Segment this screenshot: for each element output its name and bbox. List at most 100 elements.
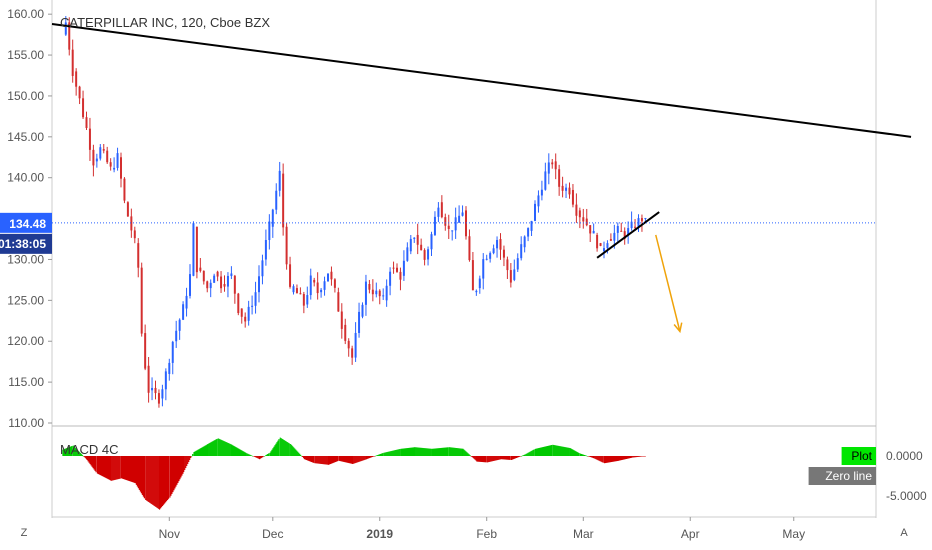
candle-body	[82, 98, 85, 118]
candle-body	[223, 284, 226, 287]
macd-bar	[529, 451, 531, 456]
macd-bar	[360, 456, 362, 462]
candle-body	[385, 285, 388, 301]
macd-bar	[140, 456, 142, 494]
candle-body	[392, 267, 395, 269]
auto-scale-button[interactable]: A	[900, 527, 908, 539]
macd-bar	[295, 449, 297, 456]
macd-bar	[503, 456, 505, 460]
macd-bar	[604, 456, 606, 464]
macd-bar	[348, 456, 350, 464]
macd-bar	[263, 456, 265, 457]
macd-bar	[174, 456, 176, 489]
macd-bar	[279, 437, 281, 456]
macd-bar	[274, 445, 276, 456]
macd-bar	[533, 449, 535, 456]
candle-body	[516, 258, 519, 270]
macd-bar	[523, 454, 526, 456]
macd-bar	[563, 446, 565, 456]
candle-body	[433, 216, 436, 235]
macd-bar	[153, 456, 155, 506]
macd-bar	[129, 456, 131, 482]
axes: 160.00155.00150.00145.00140.00135.00130.…	[0, 7, 927, 541]
macd-bar	[466, 452, 468, 456]
macd-bar	[586, 456, 589, 457]
macd-bar	[148, 456, 150, 503]
countdown-label: 01:38:05	[0, 237, 46, 251]
macd-bar	[619, 456, 621, 461]
drawings[interactable]	[51, 22, 912, 334]
macd-bar	[88, 456, 90, 463]
macd-bar	[390, 451, 392, 456]
candle-body	[233, 275, 236, 294]
macd-bar	[421, 447, 423, 456]
candle-body	[216, 271, 219, 277]
macd-bar	[357, 456, 359, 463]
macd-bar	[217, 438, 219, 456]
macd-bar	[612, 456, 614, 462]
candle-body	[430, 234, 433, 250]
candle-body	[447, 225, 450, 230]
macd-bar	[413, 447, 415, 456]
macd-bar	[483, 456, 485, 463]
macd-bar	[80, 453, 82, 456]
macd-bar	[488, 456, 490, 462]
macd-bar	[350, 456, 352, 464]
candle-body	[364, 281, 367, 305]
candle-body	[547, 162, 550, 174]
macd-bar	[485, 456, 487, 463]
candle-body	[309, 275, 312, 296]
macd-bar	[369, 456, 372, 458]
macd-bar	[280, 438, 282, 456]
macd-bar	[139, 456, 141, 492]
macd-bar	[501, 456, 503, 460]
macd-bar	[327, 456, 329, 465]
macd-bar	[484, 456, 486, 463]
macd-bar	[255, 456, 257, 458]
last-price-tag	[0, 212, 52, 233]
candle-body	[258, 276, 260, 293]
candle-body	[347, 340, 350, 349]
macd-bar	[235, 447, 237, 456]
macd-bar	[246, 453, 248, 456]
price-tick-label: 125.00	[7, 293, 44, 307]
candle-body	[558, 169, 561, 187]
macd-bar	[636, 456, 638, 458]
macd-bar	[460, 448, 462, 456]
last-price-label: 134.48	[9, 217, 46, 231]
macd-bar	[173, 456, 175, 491]
macd-bar	[589, 456, 592, 458]
macd-bar	[64, 448, 66, 456]
macd-bar	[544, 446, 546, 456]
macd-bar	[374, 455, 377, 457]
macd-bar	[513, 456, 516, 459]
macd-bar	[86, 456, 88, 460]
macd-bar	[463, 449, 465, 456]
candle-body	[126, 202, 129, 217]
candle-body	[544, 171, 547, 190]
macd-bar	[221, 440, 223, 456]
macd-bar	[247, 453, 249, 456]
macd-bar	[335, 456, 337, 462]
macd-bar	[633, 456, 635, 458]
macd-bar	[365, 456, 368, 460]
macd-bar	[206, 444, 208, 456]
macd-bar	[111, 456, 113, 481]
macd-bar	[478, 456, 480, 462]
macd-bar	[232, 445, 234, 456]
macd-bar	[445, 447, 447, 456]
macd-bar	[575, 451, 577, 456]
candle-body	[471, 260, 474, 291]
candle-body	[561, 185, 564, 191]
macd-bar	[142, 456, 144, 497]
macd-bar	[81, 454, 83, 456]
macd-bar	[337, 456, 339, 462]
timezone-button[interactable]: Z	[20, 527, 28, 539]
candle-body	[616, 226, 619, 233]
candle-body	[327, 273, 329, 282]
macd-bar	[397, 449, 399, 456]
macd-bar	[203, 446, 205, 456]
macd-bar	[517, 456, 520, 458]
macd-bar	[154, 456, 156, 507]
